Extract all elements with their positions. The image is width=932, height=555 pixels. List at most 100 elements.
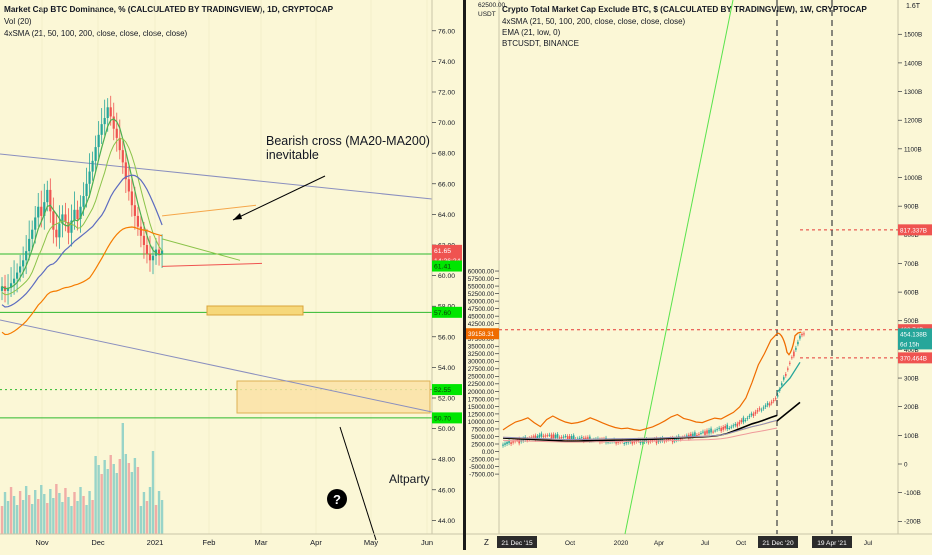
right-left-tick-label: 12500.00: [468, 411, 495, 418]
right-candle-body: [795, 347, 797, 350]
right-left-badge-bg: [466, 328, 499, 340]
right-candle-body: [675, 437, 678, 441]
left-y-tick-label: 76.00: [438, 28, 455, 35]
left-candles: [0, 95, 164, 305]
left-x-tick-label: Apr: [310, 538, 322, 547]
right-candle-body: [698, 434, 700, 436]
left-volume-bar: [88, 491, 91, 534]
right-candle-body: [752, 413, 755, 417]
left-price-badge-bg: [432, 384, 462, 396]
right-candle-body: [750, 413, 753, 416]
right-candle-body: [764, 405, 767, 407]
left-volume-bar: [121, 423, 124, 534]
right-left-tick-label: 32500.00: [468, 351, 495, 358]
right-candle-body: [722, 426, 724, 430]
right-left-tick-label: 52500.00: [468, 291, 495, 298]
left-price-badge-bg: [432, 412, 462, 424]
right-x-tick-label: 2020: [614, 540, 629, 547]
right-candle-body: [789, 362, 791, 364]
right-left-tick-label: 60000.00: [468, 268, 495, 275]
right-candle-body: [770, 401, 773, 404]
left-candle-body: [118, 137, 121, 151]
right-right-tick-label: 600B: [904, 290, 919, 297]
left-candle-body: [127, 179, 130, 192]
left-price-badge-text: 57.60: [434, 310, 451, 317]
left-y-tick-label: 44.00: [438, 518, 455, 525]
right-left-tick-label: 25000.00: [468, 374, 495, 381]
right-candle-body: [801, 333, 803, 336]
left-price-badge-text: 52.55: [434, 387, 451, 394]
right-price-badge-text: 6d 15h: [900, 341, 920, 348]
right-candle-body: [720, 427, 722, 432]
right-candle-body: [508, 440, 510, 444]
right-left-tick-label: 27500.00: [468, 366, 495, 373]
left-candle-body: [25, 251, 28, 261]
left-candle-body: [139, 226, 143, 236]
right-legend-ema: EMA (21, low, 0): [502, 28, 561, 37]
left-candle-body: [151, 255, 155, 261]
left-x-tick-label: Dec: [91, 538, 105, 547]
right-candle-body: [667, 439, 670, 441]
right-candle-body: [665, 439, 668, 441]
left-candle-body: [64, 214, 67, 223]
right-candle-body: [708, 429, 710, 434]
left-candle-body: [85, 183, 88, 197]
left-candle-body: [100, 124, 103, 135]
right-right-tick-label: 0: [904, 461, 908, 468]
right-left-tick-label: 10000.00: [468, 419, 495, 426]
left-x-tick-label: Nov: [35, 538, 49, 547]
right-lines: [502, 333, 778, 443]
left-volume-bar: [109, 455, 112, 534]
right-legend-symbol: BTCUSDT, BINANCE: [502, 39, 579, 48]
right-candle-body: [728, 427, 731, 429]
timezone-label[interactable]: Z: [484, 538, 489, 547]
right-candle-body: [785, 374, 787, 376]
right-candle-body: [540, 433, 543, 437]
right-candle-body: [607, 441, 609, 443]
panel-divider[interactable]: [463, 0, 466, 550]
right-right-tick-label: 500B: [904, 318, 919, 325]
right-candle-body: [562, 436, 565, 438]
right-candle-body: [690, 433, 692, 438]
right-candle-body: [756, 410, 759, 412]
left-volume-bar: [70, 506, 73, 534]
left-volume-bar: [133, 458, 137, 534]
left-candle-body: [121, 150, 124, 163]
left-volume-bar: [127, 463, 131, 534]
right-candle-body: [578, 437, 581, 439]
left-price-badge-bg: [432, 306, 462, 318]
left-candle-body: [28, 238, 31, 252]
right-candle-body: [744, 420, 747, 422]
left-price-badge-text: 61.65: [434, 248, 451, 255]
sma-21-line: [1, 118, 163, 290]
left-x-tick-label: Jun: [421, 538, 433, 547]
zone-rect-small: [206, 305, 304, 316]
right-candle-body: [512, 441, 514, 443]
left-volume-bar: [130, 472, 134, 534]
right-x-date-box: [758, 536, 798, 548]
right-candle-body: [696, 435, 698, 437]
sma-200-projection: [162, 262, 263, 267]
right-x-date-box: [812, 536, 852, 548]
right-left-tick-label: 55000.00: [468, 283, 495, 290]
left-y-tick-label: 60.00: [438, 273, 455, 280]
right-candle-body: [714, 430, 716, 432]
sma-projection: [776, 401, 801, 422]
right-candle-body: [510, 442, 512, 444]
left-volume-bar: [154, 505, 158, 534]
right-candle-body: [704, 431, 706, 435]
left-volume-bar: [85, 505, 88, 534]
right-candle-body: [776, 395, 779, 397]
left-y-tick-label: 50.00: [438, 426, 455, 433]
left-volume-bar: [37, 499, 40, 534]
left-time-axis: Nov Dec 2021 Feb Mar Apr May Jun: [35, 538, 433, 547]
left-volume-bar: [46, 503, 49, 534]
left-volume-bar: [27, 495, 31, 534]
left-candle-body: [34, 217, 37, 230]
right-left-tick-label: 15000.00: [468, 404, 495, 411]
left-candle-body: [142, 235, 146, 245]
left-volume-bar: [61, 502, 64, 534]
left-volume-bar: [100, 474, 103, 534]
sma-200-line: [1, 226, 163, 336]
